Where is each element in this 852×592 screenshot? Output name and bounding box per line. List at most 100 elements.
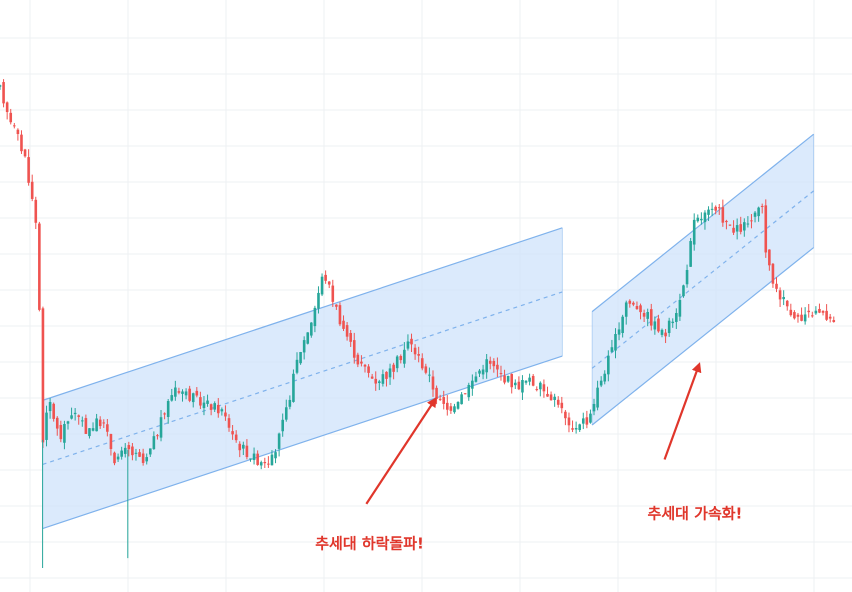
candle-body: [771, 263, 775, 284]
candle-body: [700, 218, 703, 221]
candle-body: [635, 306, 639, 310]
candle-body: [284, 407, 288, 420]
candle-body: [660, 329, 664, 335]
candle-body: [793, 312, 796, 319]
candle-body: [274, 452, 277, 459]
candle-body: [292, 373, 295, 402]
candle-body: [195, 390, 199, 396]
candle-body: [34, 199, 38, 223]
candle-body: [95, 418, 98, 432]
candle-body: [596, 387, 599, 408]
candle-body: [535, 389, 539, 391]
candle-body: [277, 433, 281, 449]
candle-body: [360, 361, 363, 364]
candle-body: [91, 428, 95, 431]
candle-body: [510, 373, 514, 388]
candle-body: [460, 394, 463, 405]
candle-body: [395, 356, 399, 369]
annotations: 추세대 하락돌파! 추세대 가속화!: [315, 362, 742, 552]
candle-body: [313, 307, 317, 327]
candle-body: [399, 356, 403, 361]
candle-body: [689, 241, 692, 267]
candle-body: [667, 320, 671, 334]
candle-body: [378, 381, 381, 383]
candle-body: [714, 206, 717, 211]
candle-body: [59, 424, 63, 440]
candle-body: [710, 208, 714, 210]
channel-mid-line-1: [42, 291, 563, 466]
candle-body: [88, 428, 91, 437]
candle-body: [199, 397, 202, 406]
candle-body: [603, 373, 607, 382]
candle-body: [564, 411, 567, 419]
candle-body: [374, 378, 378, 384]
candle-body: [581, 418, 585, 424]
candle-body: [216, 404, 220, 414]
candle-body: [768, 249, 771, 266]
candle-body: [521, 380, 524, 393]
candle-body: [181, 391, 184, 394]
candle-body: [607, 355, 610, 375]
candle-body: [703, 212, 707, 223]
candle-body: [134, 452, 138, 454]
candle-body: [202, 402, 206, 409]
candle-body: [553, 396, 556, 400]
candle-body: [453, 406, 456, 413]
candle-body: [331, 285, 335, 302]
candle-body: [632, 302, 635, 305]
candle-body: [385, 371, 388, 379]
candle-body: [156, 435, 159, 437]
candle-body: [392, 364, 395, 372]
candle-body: [310, 322, 313, 336]
candle-body: [191, 393, 195, 403]
candle-body: [184, 391, 188, 396]
candle-body: [675, 313, 678, 322]
candle-body: [531, 375, 535, 386]
candle-body: [23, 149, 27, 157]
candle-body: [449, 406, 453, 411]
candle-body: [424, 366, 428, 373]
candle-body: [413, 347, 417, 355]
candle-body: [335, 304, 338, 307]
candle-body: [832, 320, 836, 323]
candle-body: [367, 366, 370, 373]
candle-body: [138, 452, 141, 457]
candle-body: [828, 316, 832, 319]
candle-body: [81, 420, 84, 422]
candle-body: [739, 224, 743, 232]
candle-body: [614, 334, 617, 351]
candle-body: [428, 374, 431, 376]
candle-body: [678, 299, 682, 317]
candle-body: [721, 207, 725, 223]
candle-body: [417, 354, 420, 356]
annotation-arrow-2: [663, 362, 702, 460]
candle-body: [753, 212, 757, 217]
candle-body: [539, 382, 542, 390]
annotation-arrow-1: [365, 397, 437, 505]
candle-body: [166, 401, 170, 417]
candle-body: [420, 358, 424, 369]
candle-body: [717, 207, 721, 209]
candle-body: [746, 223, 750, 225]
channel-lower-line-2: [591, 247, 815, 426]
candle-body: [13, 125, 16, 127]
candle-body: [800, 314, 803, 321]
candle-body: [73, 412, 77, 415]
candle-body: [592, 403, 596, 412]
candle-body: [696, 217, 700, 222]
candle-body: [764, 205, 768, 253]
candle-body: [342, 320, 345, 329]
candle-body: [574, 427, 578, 430]
candle-body: [38, 223, 41, 310]
candle-body: [41, 308, 45, 443]
candle-body: [102, 422, 106, 424]
candle-body: [209, 404, 213, 410]
candle-body: [789, 309, 793, 316]
candle-body: [27, 157, 30, 183]
candle-body: [646, 312, 649, 319]
candle-body: [463, 393, 467, 395]
candle-body: [782, 297, 785, 300]
candle-body: [585, 417, 589, 425]
candle-body: [671, 321, 675, 324]
